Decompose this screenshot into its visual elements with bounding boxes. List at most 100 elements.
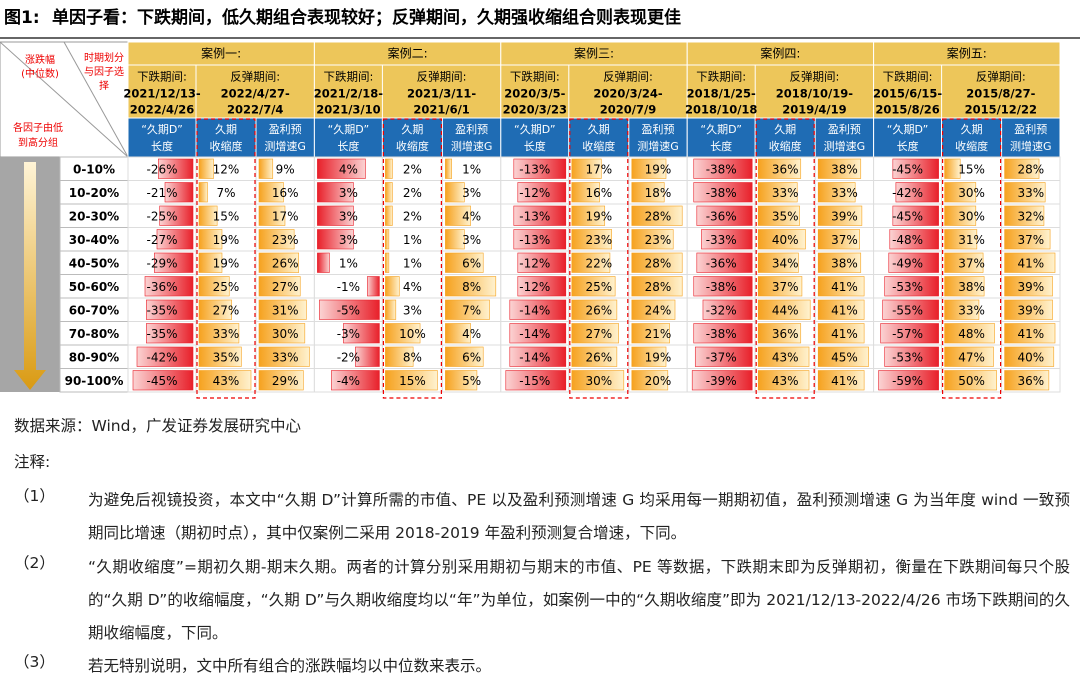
column-header-text: 测增速G (451, 139, 493, 153)
data-bar (757, 323, 802, 344)
case-header (313, 41, 502, 119)
data-bar (136, 346, 194, 367)
data-bar (884, 276, 939, 297)
cell-value: -35% (146, 327, 177, 341)
data-bar (571, 323, 619, 344)
data-bar (146, 323, 194, 344)
corner-label: 时期划分 (84, 51, 124, 64)
cell-value: -53% (892, 350, 923, 364)
period-date: 2022/7/4 (227, 103, 283, 117)
row-label: 30-40% (69, 233, 119, 247)
data-bar (385, 346, 414, 367)
highlight-box (382, 118, 442, 399)
data-bar (513, 229, 567, 250)
row-label: 0-10% (73, 162, 115, 176)
column-header-text: 测增速G (637, 139, 679, 153)
period-date: 2022/4/26 (130, 103, 194, 117)
cell-value: -13% (519, 162, 550, 176)
cell-value: -38% (706, 162, 737, 176)
data-bar (944, 346, 994, 367)
cell-value: 35% (772, 209, 799, 223)
cell-value: 27% (272, 280, 299, 294)
cell-value: 41% (1017, 256, 1044, 270)
data-bar (757, 205, 800, 226)
data-bar (385, 370, 438, 391)
period-date: 2021/3/10 (316, 103, 380, 117)
cell-value: 41% (831, 327, 858, 341)
data-bar (693, 158, 753, 179)
cell-value: 40% (1017, 350, 1044, 364)
row-label: 10-20% (69, 186, 119, 200)
column-header (500, 117, 570, 158)
cell-value: 30% (585, 374, 612, 388)
data-bar (445, 323, 471, 344)
data-bar (156, 229, 194, 250)
period-label: 反弹期间: (603, 70, 653, 84)
data-bar (317, 158, 366, 179)
cell-value: 25% (585, 280, 612, 294)
data-bar (198, 276, 230, 297)
cell-value: -3% (337, 327, 360, 341)
column-header-text: 收缩度 (582, 139, 615, 153)
case-name: 案例一: (201, 46, 241, 61)
data-bar (631, 182, 665, 203)
case-header (686, 41, 875, 119)
period-label: 下跌期间: (696, 70, 746, 84)
cell-value: -55% (892, 303, 923, 317)
cell-value: 39% (831, 209, 858, 223)
period-date: 2015/6/15- (873, 87, 942, 101)
cell-value: 36% (772, 327, 799, 341)
data-bar (757, 229, 806, 250)
cell-value: 20% (645, 374, 672, 388)
data-bar (198, 252, 223, 273)
cell-value: 10% (399, 327, 426, 341)
data-bar (385, 229, 390, 250)
cell-value: 36% (1017, 374, 1044, 388)
note-number: （2） (14, 554, 55, 572)
data-bar (1004, 158, 1040, 179)
data-bar (631, 346, 667, 367)
row-label: 80-90% (69, 350, 119, 364)
cell-value: 37% (831, 233, 858, 247)
corner-label: 与因子选 (84, 65, 124, 78)
column-header-text: 久期 (774, 123, 796, 136)
column-header-text: 测增速G (1010, 139, 1052, 153)
column-header-text: 长度 (337, 139, 359, 153)
column-header-text: 收缩度 (396, 139, 429, 153)
data-bar (757, 158, 802, 179)
data-bar (895, 182, 939, 203)
cell-value: 31% (272, 303, 299, 317)
cell-value: 23% (272, 233, 299, 247)
data-bar (694, 346, 753, 367)
data-bar (631, 205, 683, 226)
cell-value: -14% (519, 327, 550, 341)
data-bar (571, 299, 618, 320)
cell-value: 22% (585, 256, 612, 270)
data-bar (258, 182, 284, 203)
cell-value: 15% (399, 374, 426, 388)
data-bar (817, 323, 865, 344)
data-bar (385, 323, 421, 344)
cell-value: 30% (272, 327, 299, 341)
data-bar (944, 229, 978, 250)
cell-value: 3% (403, 303, 422, 317)
data-bar (445, 299, 490, 320)
cell-value: 28% (1017, 162, 1044, 176)
cell-value: -35% (146, 303, 177, 317)
cell-value: -2% (337, 350, 360, 364)
data-bar (571, 370, 625, 391)
cell-value: 3% (462, 233, 481, 247)
column-header-text: “久期D” (700, 123, 742, 136)
cell-value: -42% (146, 350, 177, 364)
note: （2） “久期收缩度”=期初久期-期末久期。两者的计算分别采用期初与期末的市值、P… (14, 551, 1070, 650)
cell-value: 4% (462, 327, 481, 341)
data-bar (571, 229, 612, 250)
cell-value: 4% (462, 209, 481, 223)
source: 数据来源：Wind，广发证券发展研究中心 (14, 417, 301, 435)
cell-value: -32% (706, 303, 737, 317)
note: （3） 若无特别说明，文中所有组合的涨跌幅均以中位数来表示。 (14, 650, 1070, 683)
cell-value: -36% (706, 209, 737, 223)
cell-value: -4% (337, 374, 360, 388)
period-date: 2015/8/26 (875, 103, 939, 117)
column-header-text: 长度 (151, 139, 173, 153)
